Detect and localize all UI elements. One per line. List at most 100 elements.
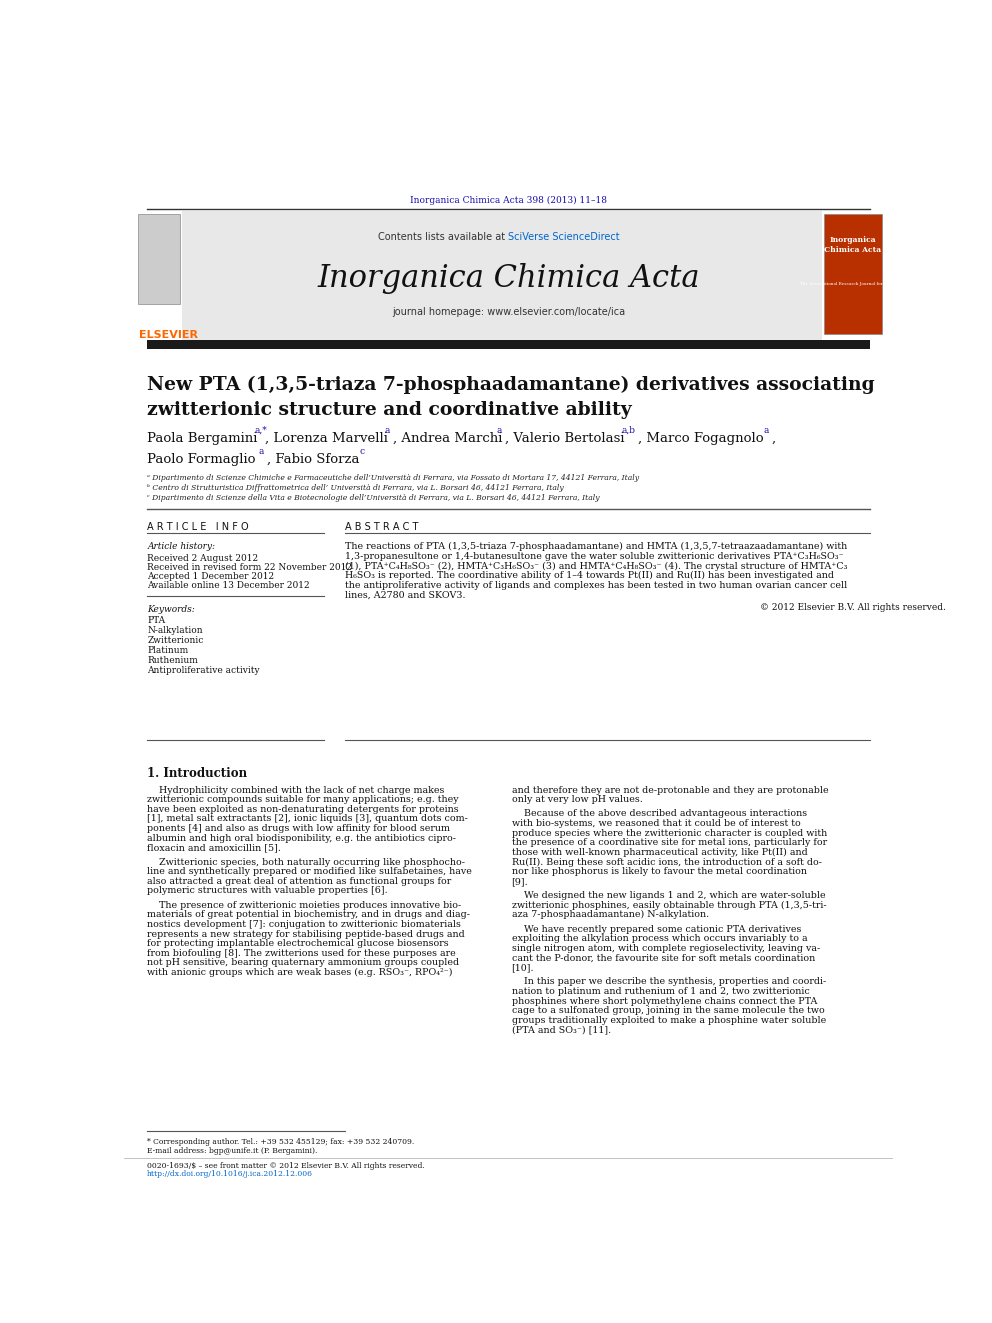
Text: ᵇ Centro di Strutturistica Diffrattometrica dell’ Università di Ferrara, via L. : ᵇ Centro di Strutturistica Diffrattometr… — [147, 484, 563, 492]
Text: nostics development [7]: conjugation to zwitterionic biomaterials: nostics development [7]: conjugation to … — [147, 919, 461, 929]
Text: Hydrophilicity combined with the lack of net charge makes: Hydrophilicity combined with the lack of… — [147, 786, 444, 795]
Text: We designed the new ligands 1 and 2, which are water-soluble: We designed the new ligands 1 and 2, whi… — [512, 890, 825, 900]
Text: represents a new strategy for stabilising peptide-based drugs and: represents a new strategy for stabilisin… — [147, 930, 465, 938]
Text: journal homepage: www.elsevier.com/locate/ica: journal homepage: www.elsevier.com/locat… — [392, 307, 625, 316]
Text: , Marco Fogagnolo: , Marco Fogagnolo — [638, 433, 764, 445]
Text: © 2012 Elsevier B.V. All rights reserved.: © 2012 Elsevier B.V. All rights reserved… — [760, 603, 945, 613]
Text: not pH sensitive, bearing quaternary ammonium groups coupled: not pH sensitive, bearing quaternary amm… — [147, 958, 459, 967]
Text: lines, A2780 and SKOV3.: lines, A2780 and SKOV3. — [345, 590, 465, 599]
Text: Received 2 August 2012: Received 2 August 2012 — [147, 554, 258, 562]
Text: floxacin and amoxicillin [5].: floxacin and amoxicillin [5]. — [147, 843, 281, 852]
Text: zwitterionic phosphines, easily obtainable through PTA (1,3,5-tri-: zwitterionic phosphines, easily obtainab… — [512, 901, 826, 910]
Text: a: a — [384, 426, 390, 435]
Text: A R T I C L E   I N F O: A R T I C L E I N F O — [147, 523, 249, 532]
Text: H₆SO₃ is reported. The coordinative ability of 1–4 towards Pt(II) and Ru(II) has: H₆SO₃ is reported. The coordinative abil… — [345, 572, 834, 581]
Text: from biofouling [8]. The zwitterions used for these purposes are: from biofouling [8]. The zwitterions use… — [147, 949, 456, 958]
Text: those with well-known pharmaceutical activity, like Pt(II) and: those with well-known pharmaceutical act… — [512, 848, 807, 857]
Text: c: c — [359, 447, 365, 456]
Text: , Lorenza Marvelli: , Lorenza Marvelli — [265, 433, 388, 445]
Text: Inorganica
Chimica Acta: Inorganica Chimica Acta — [824, 235, 881, 254]
Text: Because of the above described advantageous interactions: Because of the above described advantage… — [512, 810, 806, 819]
Text: ponents [4] and also as drugs with low affinity for blood serum: ponents [4] and also as drugs with low a… — [147, 824, 450, 833]
Text: single nitrogen atom, with complete regioselectivity, leaving va-: single nitrogen atom, with complete regi… — [512, 943, 819, 953]
Text: 0020-1693/$ – see front matter © 2012 Elsevier B.V. All rights reserved.: 0020-1693/$ – see front matter © 2012 El… — [147, 1162, 425, 1170]
FancyBboxPatch shape — [823, 214, 882, 335]
Text: We have recently prepared some cationic PTA derivatives: We have recently prepared some cationic … — [512, 925, 801, 934]
Text: Available online 13 December 2012: Available online 13 December 2012 — [147, 582, 310, 590]
Text: ELSEVIER: ELSEVIER — [140, 329, 198, 340]
Text: The presence of zwitterionic moieties produces innovative bio-: The presence of zwitterionic moieties pr… — [147, 901, 461, 910]
Text: http://dx.doi.org/10.1016/j.ica.2012.12.006: http://dx.doi.org/10.1016/j.ica.2012.12.… — [147, 1170, 313, 1177]
Text: nation to platinum and ruthenium of 1 and 2, two zwitterionic: nation to platinum and ruthenium of 1 an… — [512, 987, 809, 996]
Text: the presence of a coordinative site for metal ions, particularly for: the presence of a coordinative site for … — [512, 839, 826, 847]
Text: a: a — [258, 447, 264, 456]
Text: 1,3-propanesultone or 1,4-butanesultone gave the water soluble zwitterionic deri: 1,3-propanesultone or 1,4-butanesultone … — [345, 552, 843, 561]
Text: a,b: a,b — [622, 426, 636, 435]
FancyBboxPatch shape — [183, 212, 821, 340]
Text: phosphines where short polymethylene chains connect the PTA: phosphines where short polymethylene cha… — [512, 996, 816, 1005]
Text: [1], metal salt extractants [2], ionic liquids [3], quantum dots com-: [1], metal salt extractants [2], ionic l… — [147, 815, 468, 823]
Text: Inorganica Chimica Acta: Inorganica Chimica Acta — [317, 263, 699, 294]
Text: [9].: [9]. — [512, 877, 528, 886]
Text: also attracted a great deal of attention as functional groups for: also attracted a great deal of attention… — [147, 877, 451, 886]
Text: Zwitterionic species, both naturally occurring like phosphocho-: Zwitterionic species, both naturally occ… — [147, 857, 465, 867]
Text: nor like phosphorus is likely to favour the metal coordination: nor like phosphorus is likely to favour … — [512, 867, 806, 876]
Text: Contents lists available at: Contents lists available at — [378, 232, 509, 242]
Text: a,*: a,* — [254, 426, 267, 435]
FancyBboxPatch shape — [147, 340, 870, 349]
Text: with anionic groups which are weak bases (e.g. RSO₃⁻, RPO₄²⁻): with anionic groups which are weak bases… — [147, 968, 452, 978]
Text: New PTA (1,3,5-triaza 7-phosphaadamantane) derivatives associating: New PTA (1,3,5-triaza 7-phosphaadamantan… — [147, 376, 875, 394]
Text: SciVerse ScienceDirect: SciVerse ScienceDirect — [509, 232, 620, 242]
Text: ,: , — [771, 433, 776, 445]
Text: with bio-systems, we reasoned that it could be of interest to: with bio-systems, we reasoned that it co… — [512, 819, 801, 828]
Text: Article history:: Article history: — [147, 542, 215, 552]
Text: Ru(II). Being these soft acidic ions, the introduction of a soft do-: Ru(II). Being these soft acidic ions, th… — [512, 857, 821, 867]
Text: for protecting implantable electrochemical glucose biosensors: for protecting implantable electrochemic… — [147, 939, 448, 949]
Text: ᵃ Dipartimento di Scienze Chimiche e Farmaceutiche dell’Università di Ferrara, v: ᵃ Dipartimento di Scienze Chimiche e Far… — [147, 475, 639, 483]
Text: Paola Bergamini: Paola Bergamini — [147, 433, 258, 445]
Text: In this paper we describe the synthesis, properties and coordi-: In this paper we describe the synthesis,… — [512, 978, 825, 986]
Text: Antiproliferative activity: Antiproliferative activity — [147, 667, 260, 675]
Text: Inorganica Chimica Acta 398 (2013) 11–18: Inorganica Chimica Acta 398 (2013) 11–18 — [410, 196, 607, 205]
Text: 1. Introduction: 1. Introduction — [147, 767, 247, 781]
Text: polymeric structures with valuable properties [6].: polymeric structures with valuable prope… — [147, 886, 388, 896]
Text: Received in revised form 22 November 2012: Received in revised form 22 November 201… — [147, 564, 352, 572]
Text: Platinum: Platinum — [147, 646, 188, 655]
Text: the antiproliferative activity of ligands and complexes has been tested in two h: the antiproliferative activity of ligand… — [345, 581, 847, 590]
Text: Paolo Formaglio: Paolo Formaglio — [147, 452, 256, 466]
Text: groups traditionally exploited to make a phosphine water soluble: groups traditionally exploited to make a… — [512, 1016, 825, 1025]
Text: E-mail address: bgp@unife.it (P. Bergamini).: E-mail address: bgp@unife.it (P. Bergami… — [147, 1147, 317, 1155]
Text: a: a — [764, 426, 769, 435]
Text: (1), PTA⁺C₄H₈SO₃⁻ (2), HMTA⁺C₃H₆SO₃⁻ (3) and HMTA⁺C₄H₈SO₃⁻ (4). The crystal stru: (1), PTA⁺C₄H₈SO₃⁻ (2), HMTA⁺C₃H₆SO₃⁻ (3)… — [345, 561, 847, 570]
Text: have been exploited as non-denaturating detergents for proteins: have been exploited as non-denaturating … — [147, 804, 459, 814]
Text: a: a — [496, 426, 501, 435]
Text: Ruthenium: Ruthenium — [147, 656, 198, 665]
FancyBboxPatch shape — [138, 214, 180, 303]
Text: Keywords:: Keywords: — [147, 606, 195, 614]
Text: cant the P-donor, the favourite site for soft metals coordination: cant the P-donor, the favourite site for… — [512, 954, 814, 962]
Text: N-alkylation: N-alkylation — [147, 626, 203, 635]
Text: zwitterionic structure and coordinative ability: zwitterionic structure and coordinative … — [147, 401, 632, 418]
Text: The reactions of PTA (1,3,5-triaza 7-phosphaadamantane) and HMTA (1,3,5,7-tetraa: The reactions of PTA (1,3,5-triaza 7-pho… — [345, 542, 847, 552]
Text: , Fabio Sforza: , Fabio Sforza — [267, 452, 359, 466]
Text: produce species where the zwitterionic character is coupled with: produce species where the zwitterionic c… — [512, 828, 826, 837]
Text: cage to a sulfonated group, joining in the same molecule the two: cage to a sulfonated group, joining in t… — [512, 1007, 824, 1015]
Text: and therefore they are not de-protonable and they are protonable: and therefore they are not de-protonable… — [512, 786, 828, 795]
Text: , Valerio Bertolasi: , Valerio Bertolasi — [505, 433, 624, 445]
Text: materials of great potential in biochemistry, and in drugs and diag-: materials of great potential in biochemi… — [147, 910, 470, 919]
Text: The International Research Journal for Chemistry: The International Research Journal for C… — [800, 282, 906, 286]
Text: A B S T R A C T: A B S T R A C T — [345, 523, 419, 532]
Text: (PTA and SO₃⁻) [11].: (PTA and SO₃⁻) [11]. — [512, 1025, 611, 1035]
Text: only at very low pH values.: only at very low pH values. — [512, 795, 642, 804]
Text: * Corresponding author. Tel.: +39 532 455129; fax: +39 532 240709.: * Corresponding author. Tel.: +39 532 45… — [147, 1138, 415, 1146]
Text: PTA: PTA — [147, 617, 166, 626]
Text: exploiting the alkylation process which occurs invariably to a: exploiting the alkylation process which … — [512, 934, 807, 943]
Text: Accepted 1 December 2012: Accepted 1 December 2012 — [147, 573, 275, 581]
Text: [10].: [10]. — [512, 963, 534, 972]
Text: albumin and high oral biodisponibility, e.g. the antibiotics cipro-: albumin and high oral biodisponibility, … — [147, 833, 456, 843]
Text: Zwitterionic: Zwitterionic — [147, 636, 203, 646]
Text: zwitterionic compounds suitable for many applications; e.g. they: zwitterionic compounds suitable for many… — [147, 795, 459, 804]
Text: , Andrea Marchi: , Andrea Marchi — [393, 433, 502, 445]
Text: ᶜ Dipartimento di Scienze della Vita e Biotecnologie dell’Università di Ferrara,: ᶜ Dipartimento di Scienze della Vita e B… — [147, 495, 600, 503]
Text: aza 7-phosphaadamantane) N-alkylation.: aza 7-phosphaadamantane) N-alkylation. — [512, 910, 708, 919]
